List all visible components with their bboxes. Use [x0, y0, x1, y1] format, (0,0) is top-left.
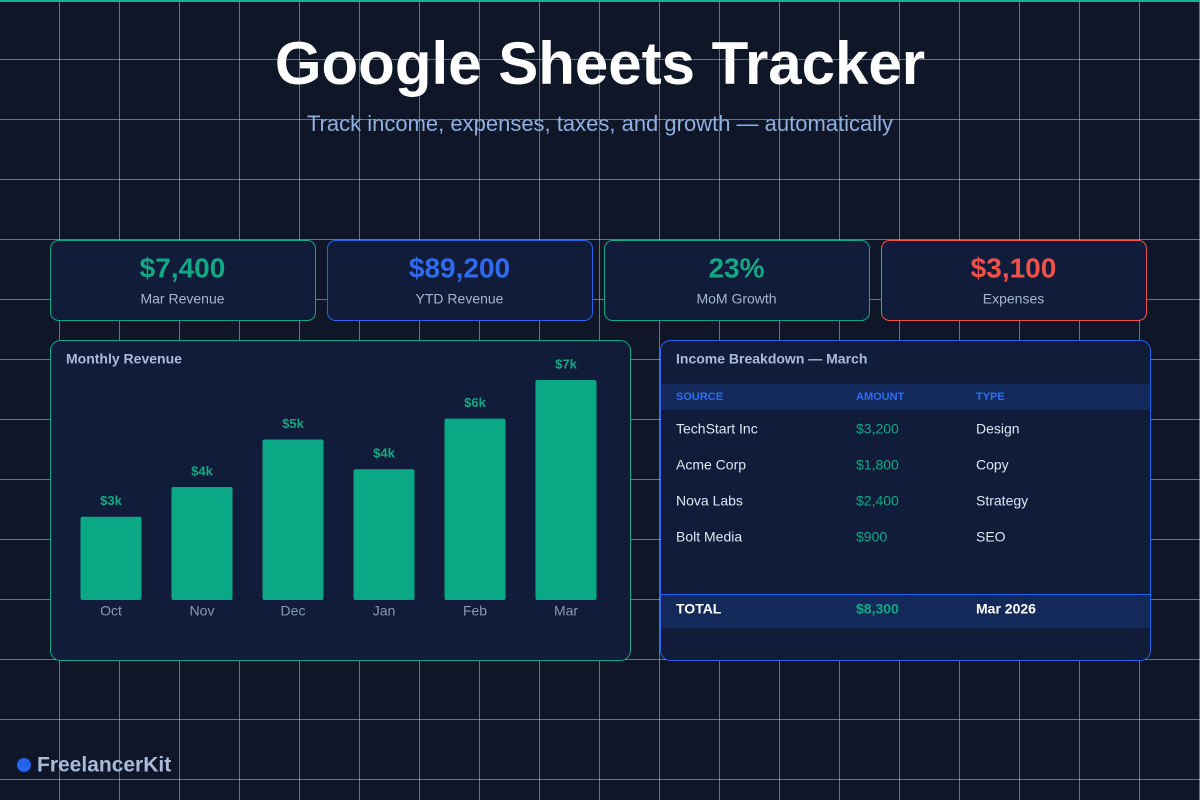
x-tick-label: Nov — [190, 603, 215, 619]
x-tick-label: Dec — [281, 603, 306, 619]
table-cell: Nova Labs — [676, 493, 743, 509]
table-total-row — [661, 594, 1150, 628]
table-cell: $1,800 — [856, 457, 899, 473]
kpi-value: $89,200 — [409, 252, 510, 283]
bar-value-label: $3k — [100, 493, 122, 508]
kpi-value: 23% — [708, 252, 764, 283]
bar-value-label: $7k — [555, 356, 577, 371]
kpi-label: MoM Growth — [696, 291, 776, 307]
table-header: SOURCE — [676, 391, 723, 403]
bar — [535, 380, 597, 600]
table-title: Income Breakdown — March — [676, 351, 867, 367]
kpi-card — [327, 240, 593, 321]
table-panel — [660, 340, 1151, 661]
x-tick-label: Mar — [554, 603, 578, 619]
table-cell: Strategy — [976, 493, 1028, 509]
table-cell: $3,200 — [856, 421, 899, 437]
bar — [262, 439, 324, 600]
brand-dot — [17, 758, 31, 772]
table-cell: SEO — [976, 529, 1006, 545]
page-title: Google Sheets Tracker — [275, 30, 925, 97]
bar — [444, 418, 506, 600]
table-header-row — [661, 384, 1150, 410]
bar — [80, 516, 142, 600]
x-tick-label: Oct — [100, 603, 122, 619]
table-cell: Design — [976, 421, 1020, 437]
bar — [353, 469, 415, 600]
kpi-label: Mar Revenue — [140, 291, 224, 307]
kpi-card — [604, 240, 870, 321]
x-tick-label: Jan — [373, 603, 396, 619]
kpi-value: $3,100 — [971, 252, 1057, 283]
bar-value-label: $4k — [191, 463, 213, 478]
table-cell: $2,400 — [856, 493, 899, 509]
bar-value-label: $4k — [373, 446, 395, 461]
table-total-cell: $8,300 — [856, 601, 899, 617]
bar-value-label: $5k — [282, 416, 304, 431]
table-cell: $900 — [856, 529, 887, 545]
x-tick-label: Feb — [463, 603, 487, 619]
top-border — [0, 0, 1200, 2]
chart-title: Monthly Revenue — [66, 351, 182, 367]
kpi-label: Expenses — [983, 291, 1044, 307]
table-header: AMOUNT — [856, 391, 905, 403]
page-subtitle: Track income, expenses, taxes, and growt… — [307, 111, 893, 136]
table-cell: Copy — [976, 457, 1009, 473]
kpi-card — [50, 240, 316, 321]
table-total-cell: Mar 2026 — [976, 601, 1036, 617]
table-header: TYPE — [976, 391, 1005, 403]
bar — [171, 487, 233, 600]
table-cell: TechStart Inc — [676, 421, 758, 437]
table-cell: Acme Corp — [676, 457, 746, 473]
brand: FreelancerKit — [37, 754, 171, 777]
kpi-label: YTD Revenue — [416, 291, 504, 307]
kpi-card — [881, 240, 1147, 321]
kpi-value: $7,400 — [140, 252, 226, 283]
bar-value-label: $6k — [464, 395, 486, 410]
table-cell: Bolt Media — [676, 529, 742, 545]
table-total-cell: TOTAL — [676, 601, 722, 617]
